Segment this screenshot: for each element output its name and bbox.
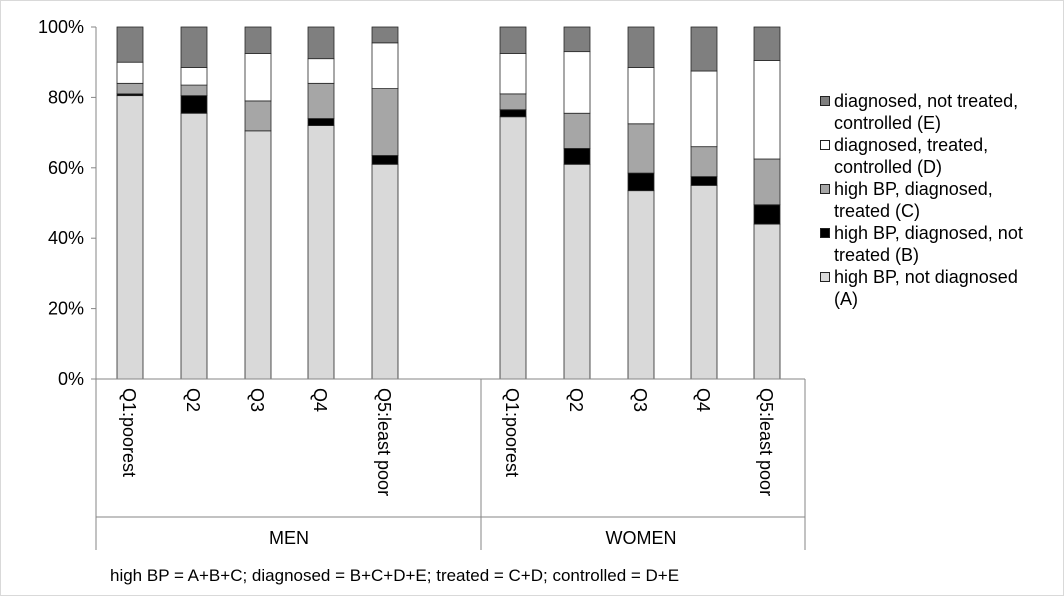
bar-segment — [116, 82, 144, 95]
x-tick-label: Q1:poorest — [119, 388, 139, 477]
x-tick-label: Q1:poorest — [502, 388, 522, 477]
bar-segment — [180, 112, 208, 380]
bar-segment — [753, 158, 781, 206]
x-tick-label: Q5:least poor — [756, 388, 776, 496]
y-tick-label: 0% — [58, 369, 84, 389]
y-tick-label: 100% — [38, 17, 84, 37]
legend-label: treated (C) — [834, 201, 921, 221]
bar-segment — [180, 67, 208, 86]
bar-segment — [753, 60, 781, 160]
bar-segment — [371, 155, 399, 165]
legend-label: controlled (D) — [834, 157, 943, 177]
bar-segment — [753, 26, 781, 61]
bar-segment — [690, 70, 718, 148]
bar-segment — [244, 26, 272, 54]
bar-segment — [627, 67, 655, 125]
legend-label: treated (B) — [834, 245, 920, 265]
y-tick-label: 60% — [48, 158, 84, 178]
legend-swatch — [820, 140, 830, 150]
legend-label: diagnosed, treated, — [834, 135, 989, 155]
y-tick-label: 80% — [48, 87, 84, 107]
x-tick-label: Q5:least poor — [374, 388, 394, 496]
bar-segment — [690, 176, 718, 186]
legend-item: diagnosed, not treated, controlled (E) — [820, 90, 1060, 134]
bar-segment — [116, 26, 144, 63]
bar-segment — [499, 116, 527, 380]
bar-segment — [563, 163, 591, 380]
bar-segment — [371, 88, 399, 156]
bar-segment — [499, 26, 527, 54]
legend-label: diagnosed, not treated, — [834, 91, 1019, 111]
legend-label: high BP, not diagnosed — [834, 267, 1018, 287]
bar-segment — [753, 204, 781, 225]
bar-segment — [244, 53, 272, 102]
bar-segment — [563, 51, 591, 114]
bar-segment — [180, 95, 208, 114]
bar-segment — [307, 125, 335, 380]
legend-item: diagnosed, treated, controlled (D) — [820, 134, 1060, 178]
bar-segment — [627, 172, 655, 192]
bar-segment — [371, 42, 399, 89]
y-tick-label: 40% — [48, 228, 84, 248]
bar-segment — [244, 130, 272, 380]
bar-segment — [180, 84, 208, 97]
x-tick-label: Q4 — [693, 388, 713, 412]
bar-segment — [244, 100, 272, 132]
x-tick-label: Q2 — [183, 388, 203, 412]
bar-segment — [116, 95, 144, 380]
bar-segment — [563, 148, 591, 165]
legend-swatch — [820, 96, 830, 106]
group-label: WOMEN — [606, 528, 677, 548]
bar-segment — [563, 112, 591, 149]
bar-segment — [307, 82, 335, 119]
bar-segment — [690, 146, 718, 177]
legend-swatch — [820, 272, 830, 282]
bar-segment — [499, 53, 527, 95]
bar-segment — [180, 26, 208, 68]
x-tick-label: Q4 — [310, 388, 330, 412]
x-tick-label: Q3 — [630, 388, 650, 412]
legend-swatch — [820, 184, 830, 194]
bar-segment — [627, 190, 655, 380]
legend: diagnosed, not treated, controlled (E) dia… — [820, 90, 1060, 310]
bar-segment — [371, 26, 399, 44]
y-tick-label: 20% — [48, 299, 84, 319]
bar-segment — [627, 123, 655, 174]
bar-segment — [116, 61, 144, 84]
legend-label: controlled (E) — [834, 113, 942, 133]
legend-item: high BP, not diagnosed (A) — [820, 266, 1060, 310]
legend-label: (A) — [834, 289, 858, 309]
x-tick-label: Q3 — [247, 388, 267, 412]
bar-segment — [690, 26, 718, 72]
bar-segment — [307, 26, 335, 60]
legend-label: high BP, diagnosed, not — [834, 223, 1023, 243]
group-label: MEN — [269, 528, 309, 548]
bar-segment — [307, 58, 335, 84]
bar-segment — [371, 163, 399, 380]
legend-label: high BP, diagnosed, — [834, 179, 993, 199]
legend-item: high BP, diagnosed, not treated (B) — [820, 222, 1060, 266]
bar-segment — [307, 118, 335, 126]
bar-segment — [563, 26, 591, 53]
x-tick-label: Q2 — [566, 388, 586, 412]
bar-segment — [499, 109, 527, 118]
bar-segment — [499, 93, 527, 111]
bar-segment — [690, 184, 718, 380]
bar-segment — [753, 223, 781, 380]
footnote: high BP = A+B+C; diagnosed = B+C+D+E; tr… — [110, 566, 680, 585]
bar-segment — [627, 26, 655, 68]
legend-swatch — [820, 228, 830, 238]
legend-item: high BP, diagnosed, treated (C) — [820, 178, 1060, 222]
